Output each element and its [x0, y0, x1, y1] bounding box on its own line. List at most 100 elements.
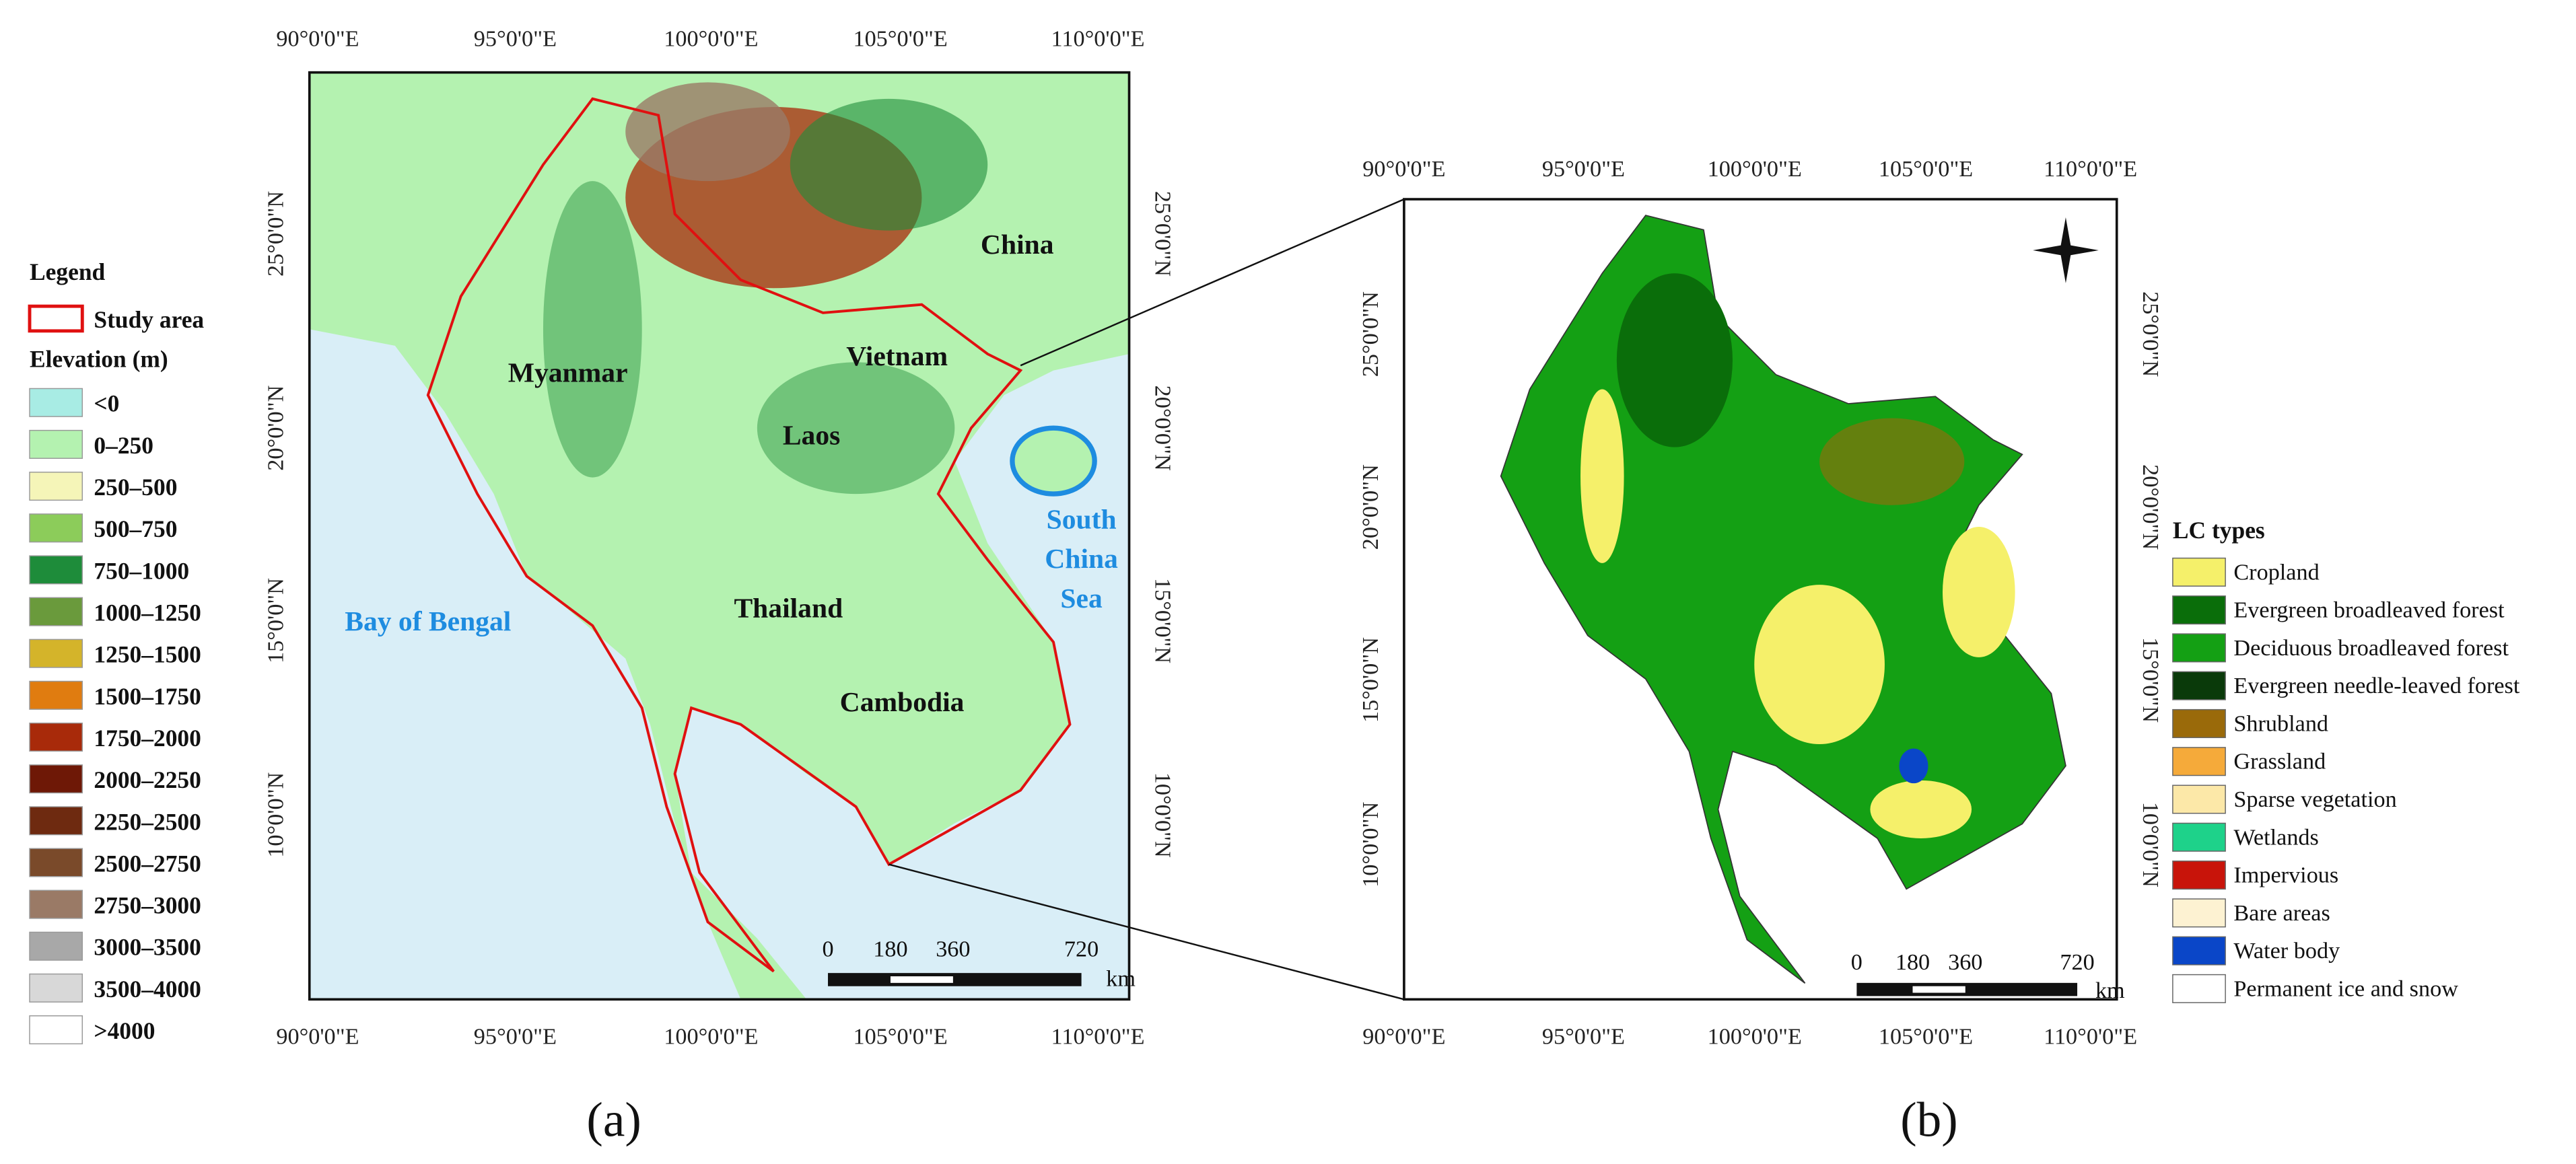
forest-patch [1616, 273, 1733, 447]
lat-label: 10°0'0"N [2138, 802, 2163, 887]
lat-label: 20°0'0"N [2138, 464, 2163, 550]
legend-swatch [29, 472, 83, 501]
scale-label: 720 [2060, 949, 2094, 975]
legend-label: Study area [94, 306, 204, 333]
lon-label: 95°0'0"E [474, 26, 557, 52]
lat-label: 10°0'0"N [263, 772, 289, 858]
place-label: Vietnam [846, 340, 948, 371]
scale-label: 180 [873, 937, 907, 962]
legend-label: 2000–2250 [94, 766, 201, 793]
legend-swatch [2172, 861, 2226, 890]
legend-swatch [2172, 595, 2226, 625]
lon-label: 110°0'0"E [2044, 1023, 2137, 1049]
legend-label: 3000–3500 [94, 934, 201, 961]
legend-label: Evergreen needle-leaved forest [2233, 673, 2520, 698]
legend-label: Permanent ice and snow [2233, 976, 2458, 1001]
lon-label: 95°0'0"E [474, 1023, 557, 1049]
legend-label: 2500–2750 [94, 850, 201, 877]
lon-label: 100°0'0"E [664, 1023, 758, 1049]
lon-label: 100°0'0"E [1708, 1023, 1802, 1049]
legend-swatch [29, 764, 83, 794]
sea-label: Bay of Bengal [345, 606, 511, 636]
legend-swatch [2172, 822, 2226, 852]
place-label: Myanmar [508, 357, 628, 388]
sea-label: South [1047, 503, 1117, 534]
legend-swatch [29, 680, 83, 710]
legend-swatch [2172, 898, 2226, 928]
map-a [309, 72, 1129, 1000]
lon-label: 110°0'0"E [1051, 26, 1145, 52]
legend-swatch [29, 931, 83, 961]
legend-label: 750–1000 [94, 557, 189, 584]
lat-label: 10°0'0"N [1358, 802, 1383, 887]
scale-label: 0 [822, 937, 833, 962]
lon-label: 100°0'0"E [1708, 156, 1802, 182]
cropland-patch [1754, 585, 1885, 745]
lat-label: 15°0'0"N [2138, 637, 2163, 723]
legend-swatch [29, 639, 83, 668]
lon-label: 105°0'0"E [853, 26, 947, 52]
land [309, 72, 1129, 1000]
lat-label: 15°0'0"N [263, 578, 289, 663]
scale-bar-b [1856, 982, 2078, 996]
lon-label: 105°0'0"E [1879, 1023, 1973, 1049]
legend-swatch [29, 973, 83, 1003]
lon-label: 90°0'0"E [276, 26, 359, 52]
legend-label: 250–500 [94, 474, 177, 501]
legend-label: 1750–2000 [94, 725, 201, 752]
lon-label: 105°0'0"E [1879, 156, 1973, 182]
panel-label: (a) [586, 1092, 641, 1147]
cropland-patch [1580, 389, 1624, 563]
place-label: Cambodia [840, 686, 965, 717]
legend-label: 2750–3000 [94, 892, 201, 919]
forest [543, 181, 642, 478]
north-arrow [2033, 217, 2099, 283]
legend-swatch [2172, 671, 2226, 700]
lat-label: 15°0'0"N [1358, 637, 1383, 723]
sea-label: China [1045, 543, 1118, 574]
legend-label: Cropland [2233, 559, 2319, 585]
legend-swatch [2172, 557, 2226, 587]
cropland-patch [1943, 527, 2015, 657]
island [1010, 425, 1097, 497]
lon-label: 110°0'0"E [2044, 156, 2137, 182]
panel-label: (b) [1900, 1092, 1958, 1147]
cropland-patch [1870, 780, 1972, 838]
legend-label: Impervious [2233, 863, 2338, 888]
place-label: Laos [783, 420, 840, 451]
shrub-patch [1819, 418, 1965, 505]
legend-label: Grassland [2233, 749, 2326, 774]
legend-label: 1000–1250 [94, 599, 201, 626]
scale-label: 360 [936, 937, 970, 962]
place-label: China [981, 229, 1054, 260]
lat-label: 25°0'0"N [1150, 191, 1176, 277]
sea-label: Sea [1060, 583, 1103, 614]
legend-swatch [28, 304, 84, 333]
legend-label: Sparse vegetation [2233, 787, 2396, 812]
legend-label: 2250–2500 [94, 808, 201, 835]
legend-label: Wetlands [2233, 824, 2319, 850]
legend-label: Water body [2233, 938, 2340, 963]
legend-swatch [29, 722, 83, 752]
scale-unit: km [2095, 978, 2125, 1003]
legend-subtitle: Elevation (m) [30, 346, 168, 373]
legend-label: Deciduous broadleaved forest [2233, 635, 2509, 661]
legend-swatch [29, 388, 83, 417]
legend-swatch [2172, 785, 2226, 814]
frame-a [308, 71, 1131, 1001]
legend-label: Shrubland [2233, 711, 2328, 736]
lon-label: 90°0'0"E [1362, 156, 1445, 182]
legend-swatch [29, 429, 83, 459]
legend-label: 1250–1500 [94, 641, 201, 668]
legend-swatch [29, 889, 83, 919]
legend-title: Legend [30, 258, 106, 285]
legend-label: Bare areas [2233, 900, 2330, 926]
legend-swatch [2172, 974, 2226, 1003]
water-patch [1899, 748, 1928, 784]
scale-label: 180 [1895, 949, 1930, 975]
scale-label: 360 [1948, 949, 1982, 975]
legend-swatch [29, 597, 83, 626]
legend-swatch [29, 1015, 83, 1045]
